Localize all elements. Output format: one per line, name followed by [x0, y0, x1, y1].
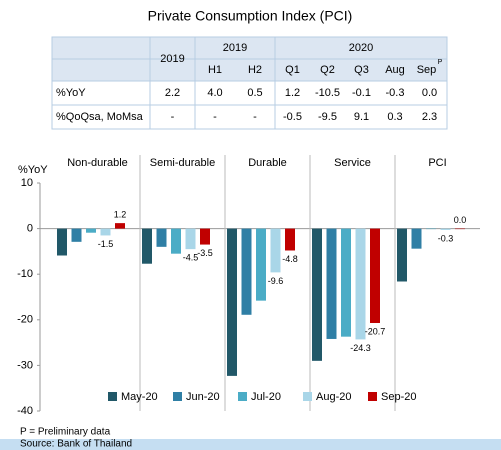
- bar: [86, 228, 96, 233]
- year-header: 2019: [223, 42, 247, 54]
- bar: [411, 228, 422, 249]
- bar: [256, 228, 266, 301]
- group-label: Non-durable: [67, 157, 128, 169]
- table-cell: 0.5: [247, 87, 262, 99]
- legend-swatch: [368, 392, 377, 401]
- bar: [355, 228, 366, 340]
- data-label: -1.5: [98, 239, 114, 249]
- table-cell: 4.0: [207, 87, 222, 99]
- data-label: 1.2: [114, 210, 127, 220]
- table-cell: 0.3: [387, 111, 402, 123]
- table-cell: 0.0: [422, 87, 437, 99]
- bar: [341, 228, 351, 337]
- data-label: -4.5: [183, 252, 199, 262]
- legend-swatch: [238, 392, 247, 401]
- bar: [285, 228, 295, 251]
- legend-label: Jun-20: [186, 391, 220, 403]
- y-tick-label: 0: [27, 223, 33, 235]
- legend-swatch: [303, 392, 312, 401]
- year-header: 2019: [160, 53, 184, 65]
- group-label: Semi-durable: [150, 157, 215, 169]
- bar: [440, 228, 451, 230]
- note: Source: Bank of Thailand: [20, 439, 132, 450]
- y-tick-label: -40: [17, 405, 33, 417]
- data-label: -4.8: [282, 254, 298, 264]
- bar: [71, 228, 82, 242]
- bar: [326, 228, 337, 339]
- table-cell: -0.1: [352, 87, 371, 99]
- bar: [115, 223, 125, 229]
- legend-swatch: [108, 392, 117, 401]
- bar: [455, 228, 465, 230]
- bar: [100, 228, 111, 236]
- bar: [156, 228, 167, 247]
- y-tick-label: 10: [21, 177, 33, 189]
- table-cell: -9.5: [318, 111, 337, 123]
- year-header: 2020: [349, 42, 373, 54]
- group-label: Service: [334, 157, 371, 169]
- bar: [171, 228, 181, 254]
- data-label: -24.3: [350, 343, 371, 353]
- table-cell: 9.1: [354, 111, 369, 123]
- legend-label: May-20: [121, 391, 158, 403]
- table-cell: -10.5: [315, 87, 340, 99]
- bar: [312, 228, 322, 361]
- sub-header: Q3: [354, 64, 369, 76]
- legend-label: Jul-20: [251, 391, 281, 403]
- table-cell: -: [253, 111, 257, 123]
- legend-label: Sep-20: [381, 391, 416, 403]
- data-label: 0.0: [454, 215, 467, 225]
- bar: [270, 228, 281, 273]
- sub-header: H1: [208, 64, 222, 76]
- bar: [241, 228, 252, 315]
- table-cell: -0.3: [386, 87, 405, 99]
- data-label: -3.5: [197, 248, 213, 258]
- bar: [57, 228, 67, 256]
- group-label: Durable: [248, 157, 287, 169]
- y-tick-label: -10: [17, 268, 33, 280]
- table-border: [51, 36, 448, 130]
- table-cell: -: [171, 111, 175, 123]
- sub-header: Aug: [385, 64, 405, 76]
- bar: [142, 228, 152, 264]
- bar: [426, 228, 436, 230]
- row-label: %QoQsa, MoMsa: [56, 111, 144, 123]
- table-cell: -0.5: [283, 111, 302, 123]
- legend-swatch: [173, 392, 182, 401]
- row-label: %YoY: [56, 87, 86, 99]
- bar: [200, 228, 210, 245]
- sub-header: Q2: [320, 64, 335, 76]
- source-band: [0, 439, 501, 450]
- table-cell: 2.2: [165, 87, 180, 99]
- bar: [370, 228, 380, 323]
- bar: [227, 228, 237, 376]
- data-label: -0.3: [438, 233, 454, 243]
- bar: [185, 228, 196, 250]
- sep-mark: P: [438, 59, 443, 66]
- legend-label: Aug-20: [316, 391, 351, 403]
- sub-header: Q1: [285, 64, 300, 76]
- title: Private Consumption Index (PCI): [148, 8, 353, 24]
- y-tick-label: -30: [17, 359, 33, 371]
- y-axis-label: %YoY: [18, 164, 48, 176]
- data-label: -9.6: [268, 276, 284, 286]
- bar: [397, 228, 407, 282]
- y-tick-label: -20: [17, 314, 33, 326]
- sub-header: Sep: [417, 64, 437, 76]
- note: P = Preliminary data: [20, 427, 111, 438]
- table-cell: -: [213, 111, 217, 123]
- group-label: PCI: [428, 157, 446, 169]
- sub-header: H2: [248, 64, 262, 76]
- data-label: -20.7: [365, 326, 386, 336]
- table-cell: 2.3: [422, 111, 437, 123]
- table-cell: 1.2: [285, 87, 300, 99]
